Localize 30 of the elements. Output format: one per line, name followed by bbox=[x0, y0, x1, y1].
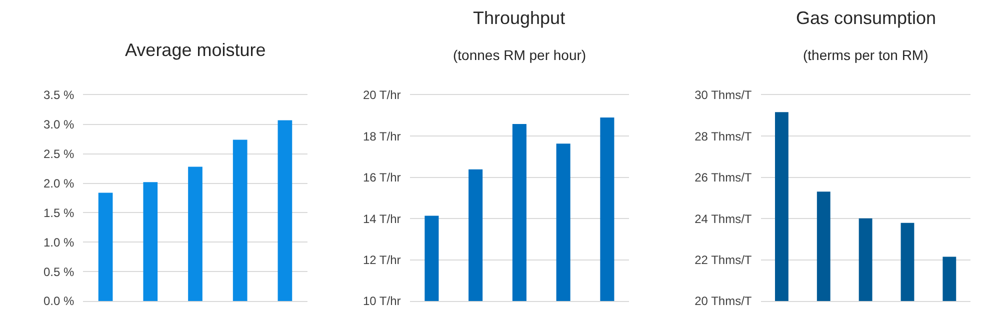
y-tick-label: 12 T/hr bbox=[362, 253, 401, 267]
y-tick-label: 30 Thms/T bbox=[694, 88, 752, 102]
y-tick-label: 20 T/hr bbox=[362, 88, 401, 102]
y-tick-label: 20 Thms/T bbox=[694, 294, 752, 308]
y-tick-label: 3.5 % bbox=[43, 88, 74, 102]
y-tick-label: 26 Thms/T bbox=[694, 170, 752, 185]
y-tick-label: 28 Thms/T bbox=[694, 129, 752, 144]
y-tick-label: 24 Thms/T bbox=[694, 212, 752, 226]
y-tick-label: 1.5 % bbox=[43, 206, 74, 220]
y-tick-label: 0.0 % bbox=[43, 294, 74, 308]
bar bbox=[188, 166, 202, 301]
y-tick-label: 14 T/hr bbox=[362, 212, 401, 226]
y-tick-label: 22 Thms/T bbox=[694, 253, 752, 267]
y-tick-label: 10 T/hr bbox=[362, 294, 401, 308]
bar bbox=[278, 120, 292, 301]
chart-title: Gas consumption bbox=[796, 8, 936, 28]
y-tick-label: 1.0 % bbox=[43, 235, 74, 250]
bar bbox=[98, 192, 113, 301]
y-tick-label: 18 T/hr bbox=[362, 129, 401, 144]
y-tick-label: 2.0 % bbox=[43, 176, 74, 190]
bar bbox=[143, 182, 158, 301]
y-tick-label: 2.5 % bbox=[43, 147, 74, 162]
bar bbox=[232, 140, 248, 301]
chart-title: Average moisture bbox=[125, 40, 266, 60]
y-tick-label: 3.0 % bbox=[43, 118, 74, 132]
chart-subtitle: (tonnes RM per hour) bbox=[453, 47, 586, 63]
y-tick-label: 16 T/hr bbox=[362, 170, 401, 185]
chart-title: Throughput bbox=[473, 8, 566, 28]
chart-subtitle: (therms per ton RM) bbox=[803, 47, 928, 63]
y-tick-label: 0.5 % bbox=[43, 264, 74, 279]
